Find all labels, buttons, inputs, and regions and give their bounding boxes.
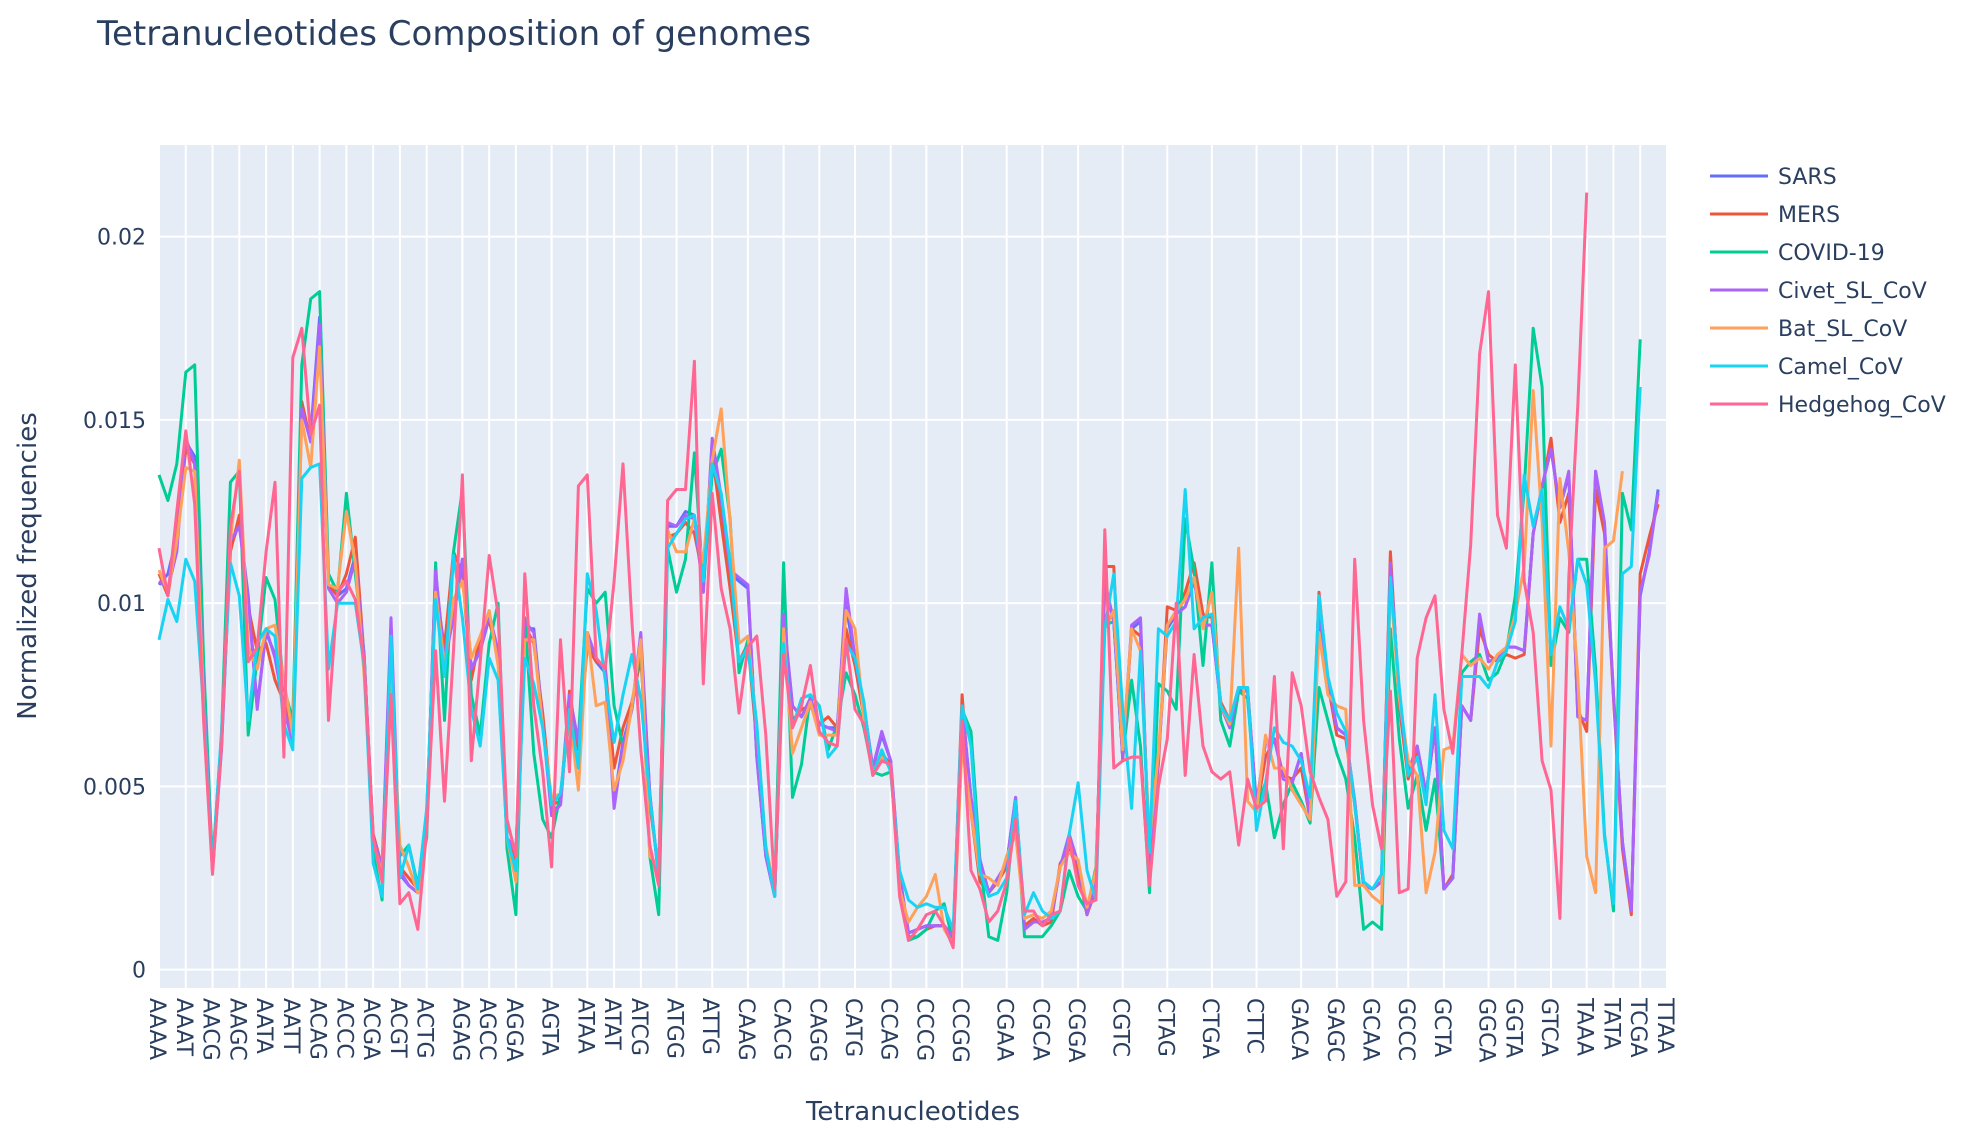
legend-item-mers[interactable]: MERS: [1710, 203, 1840, 228]
x-tick-label: CCAG: [876, 998, 901, 1060]
x-tick-label: AGCC: [474, 998, 499, 1060]
x-tick-label: TAAA: [1572, 997, 1597, 1056]
legend-label: Bat_SL_CoV: [1778, 317, 1907, 342]
x-tick-label: CTGA: [1197, 998, 1222, 1059]
x-tick-label: GGTA: [1500, 998, 1525, 1058]
legend[interactable]: SARS MERS COVID-19 Civet_SL_CoV Bat_SL_CoV Ca…: [1710, 165, 1946, 418]
legend-label: Hedgehog_CoV: [1778, 393, 1946, 418]
y-axis-title: Normalized frequencies: [13, 412, 43, 720]
legend-item-camel-cov[interactable]: Camel_CoV: [1710, 355, 1903, 380]
y-axis-ticks: 0 0.005 0.01 0.015 0.02: [83, 226, 146, 984]
series-lines: [157, 192, 1660, 950]
x-tick-label: TCGA: [1625, 997, 1650, 1058]
x-tick-label: GCCC: [1393, 998, 1418, 1061]
y-tick-label: 0.01: [97, 592, 146, 617]
legend-item-covid-19[interactable]: COVID-19: [1710, 241, 1885, 266]
y-tick-label: 0: [132, 959, 146, 984]
x-axis-ticks: AAAA AAAT AACG AAGC AATA AATT ACAG ACCC ACGA ACGT…: [144, 997, 1677, 1063]
x-tick-label: ACGT: [385, 998, 410, 1058]
series-line-hedgehog-cov: [157, 192, 1589, 950]
y-tick-label: 0.02: [97, 226, 146, 251]
x-tick-label: ATCG: [626, 998, 651, 1056]
x-tick-label: ACAG: [305, 998, 330, 1060]
chart-title: Tetranucleotides Composition of genomes: [96, 14, 811, 54]
x-tick-label: AACG: [198, 998, 223, 1061]
x-tick-label: ATGG: [662, 998, 687, 1059]
x-tick-label: CATG: [840, 998, 865, 1057]
x-tick-label: CAGG: [804, 998, 829, 1062]
x-tick-label: ATAT: [599, 998, 624, 1050]
x-tick-label: CACG: [769, 998, 794, 1060]
x-axis-title: Tetranucleotides: [805, 1097, 1020, 1127]
x-tick-label: ATAA: [572, 998, 597, 1054]
legend-item-hedgehog-cov[interactable]: Hedgehog_CoV: [1710, 393, 1946, 418]
y-tick-label: 0.005: [83, 775, 146, 800]
y-tick-label: 0.015: [83, 409, 146, 434]
x-tick-label: ACTG: [412, 998, 437, 1059]
x-tick-label: CGTC: [1108, 998, 1133, 1057]
x-tick-label: TATA: [1598, 997, 1623, 1050]
x-tick-label: GTCA: [1536, 998, 1561, 1057]
x-tick-label: CAAG: [733, 998, 758, 1061]
series-line-camel-cov: [157, 386, 1642, 931]
x-tick-label: CTAG: [1152, 998, 1177, 1057]
x-tick-label: AGTA: [537, 998, 562, 1056]
x-tick-label: GGCA: [1474, 998, 1499, 1063]
x-tick-label: GAGC: [1322, 998, 1347, 1062]
legend-label: COVID-19: [1778, 241, 1885, 266]
legend-label: SARS: [1778, 165, 1837, 190]
legend-item-sars[interactable]: SARS: [1710, 165, 1837, 190]
legend-item-bat-sl-cov[interactable]: Bat_SL_CoV: [1710, 317, 1907, 342]
legend-label: Civet_SL_CoV: [1778, 279, 1927, 304]
x-tick-label: AATA: [251, 998, 276, 1054]
x-tick-label: AAGC: [224, 998, 249, 1061]
x-tick-label: CGGA: [1063, 998, 1088, 1063]
x-tick-label: GCTA: [1429, 998, 1454, 1057]
legend-label: MERS: [1778, 203, 1840, 228]
x-tick-label: CGAA: [992, 998, 1017, 1061]
x-tick-label: GACA: [1286, 998, 1311, 1060]
x-tick-label: TTAA: [1652, 997, 1677, 1054]
x-tick-label: GCAA: [1358, 998, 1383, 1061]
x-tick-label: AGGA: [501, 998, 526, 1062]
x-tick-label: CCGG: [947, 998, 972, 1063]
x-tick-label: AAAT: [171, 998, 196, 1057]
x-tick-label: ACGA: [358, 998, 383, 1060]
x-tick-label: ACCC: [331, 998, 356, 1059]
x-tick-label: CGCA: [1027, 998, 1052, 1061]
x-tick-label: CTTC: [1242, 998, 1267, 1054]
x-tick-label: ATTG: [697, 998, 722, 1055]
x-tick-label: AGAG: [447, 998, 472, 1061]
legend-item-civet-sl-cov[interactable]: Civet_SL_CoV: [1710, 279, 1927, 304]
x-tick-label: CCCG: [911, 998, 936, 1061]
x-tick-label: AAAA: [144, 998, 169, 1060]
legend-label: Camel_CoV: [1778, 355, 1903, 380]
x-tick-label: AATT: [278, 998, 303, 1054]
